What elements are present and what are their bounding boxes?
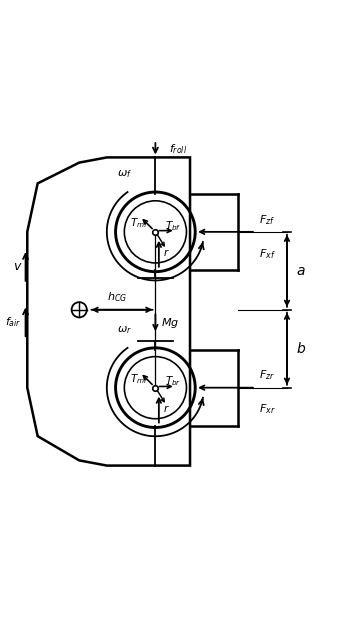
- Text: $F_{zr}$: $F_{zr}$: [259, 369, 275, 383]
- Polygon shape: [27, 158, 190, 465]
- Text: $T_{mf}$: $T_{mf}$: [130, 216, 148, 230]
- Text: $f_{air}$: $f_{air}$: [5, 315, 21, 329]
- Text: $r$: $r$: [163, 247, 170, 258]
- Text: $f_{roll}$: $f_{roll}$: [169, 142, 187, 156]
- Text: $v$: $v$: [13, 260, 22, 273]
- Text: $r$: $r$: [163, 403, 170, 414]
- Text: $h_{CG}$: $h_{CG}$: [107, 290, 127, 303]
- Text: $\omega_r$: $\omega_r$: [117, 324, 132, 336]
- Text: $F_{xf}$: $F_{xf}$: [259, 247, 276, 260]
- Text: $\omega_f$: $\omega_f$: [117, 168, 132, 180]
- Text: $T_{bf}$: $T_{bf}$: [165, 219, 182, 232]
- Text: $F_{xr}$: $F_{xr}$: [259, 402, 276, 417]
- Text: $F_{zf}$: $F_{zf}$: [259, 213, 275, 227]
- Text: $b$: $b$: [296, 341, 306, 356]
- Text: $Mg$: $Mg$: [161, 316, 179, 330]
- Text: $T_{mr}$: $T_{mr}$: [130, 372, 148, 386]
- Text: $a$: $a$: [296, 264, 305, 278]
- Text: $T_{br}$: $T_{br}$: [165, 374, 182, 388]
